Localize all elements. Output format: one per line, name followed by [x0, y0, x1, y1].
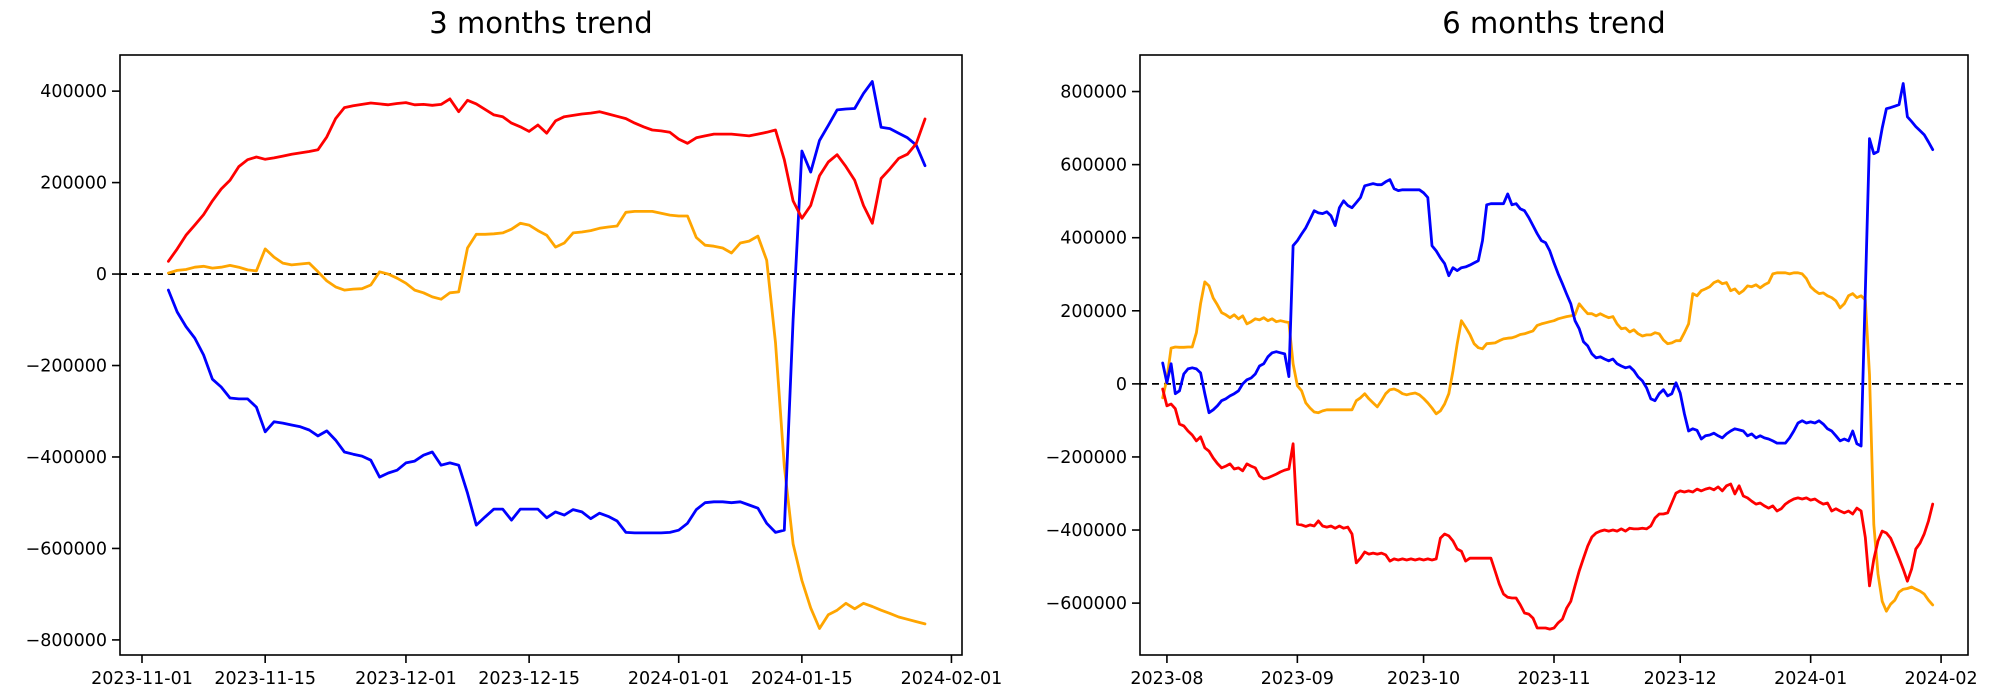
- y-tick-label: 0: [1116, 375, 1127, 395]
- x-tick-label: 2023-12-01: [355, 669, 457, 689]
- x-tick-label: 2023-09: [1261, 669, 1334, 689]
- x-tick-label: 2024-01: [1774, 669, 1847, 689]
- series-blue-line: [1161, 82, 1935, 448]
- right-chart-title: 6 months trend: [1442, 6, 1666, 40]
- series-orange-line: [166, 209, 927, 630]
- series-orange-line: [1161, 271, 1935, 613]
- axes-frame: [119, 54, 963, 656]
- y-tick-label: −600000: [26, 539, 107, 559]
- x-tick-label: 2024-02-01: [901, 669, 1003, 689]
- y-tick-label: 200000: [40, 174, 107, 194]
- left-chart-title: 3 months trend: [429, 6, 653, 40]
- y-tick-label: −200000: [1046, 448, 1127, 468]
- y-tick-label: 600000: [1060, 156, 1127, 176]
- y-tick-label: −600000: [1046, 594, 1127, 614]
- series-blue-line: [166, 80, 927, 535]
- x-tick-label: 2024-01-15: [751, 669, 853, 689]
- y-tick-label: 400000: [1060, 229, 1127, 249]
- y-tick-label: 200000: [1060, 302, 1127, 322]
- series-red-line: [1161, 387, 1935, 631]
- x-tick-label: 2023-11: [1517, 669, 1590, 689]
- x-tick-label: 2023-12: [1644, 669, 1717, 689]
- x-tick-label: 2023-11-15: [214, 669, 316, 689]
- x-tick-label: 2023-08: [1130, 669, 1203, 689]
- x-tick-label: 2024-02: [1905, 669, 1978, 689]
- y-tick-label: −400000: [26, 448, 107, 468]
- series-red-line: [166, 97, 927, 263]
- y-tick-label: 0: [96, 265, 107, 285]
- y-tick-label: 400000: [40, 82, 107, 102]
- y-tick-label: −200000: [26, 357, 107, 377]
- y-tick-label: −800000: [26, 631, 107, 651]
- x-tick-label: 2023-12-15: [478, 669, 580, 689]
- x-tick-label: 2024-01-01: [628, 669, 730, 689]
- x-tick-label: 2023-10: [1387, 669, 1460, 689]
- y-tick-label: −400000: [1046, 521, 1127, 541]
- x-tick-label: 2023-11-01: [91, 669, 193, 689]
- axes-frame: [1139, 54, 1969, 656]
- y-tick-label: 800000: [1060, 83, 1127, 103]
